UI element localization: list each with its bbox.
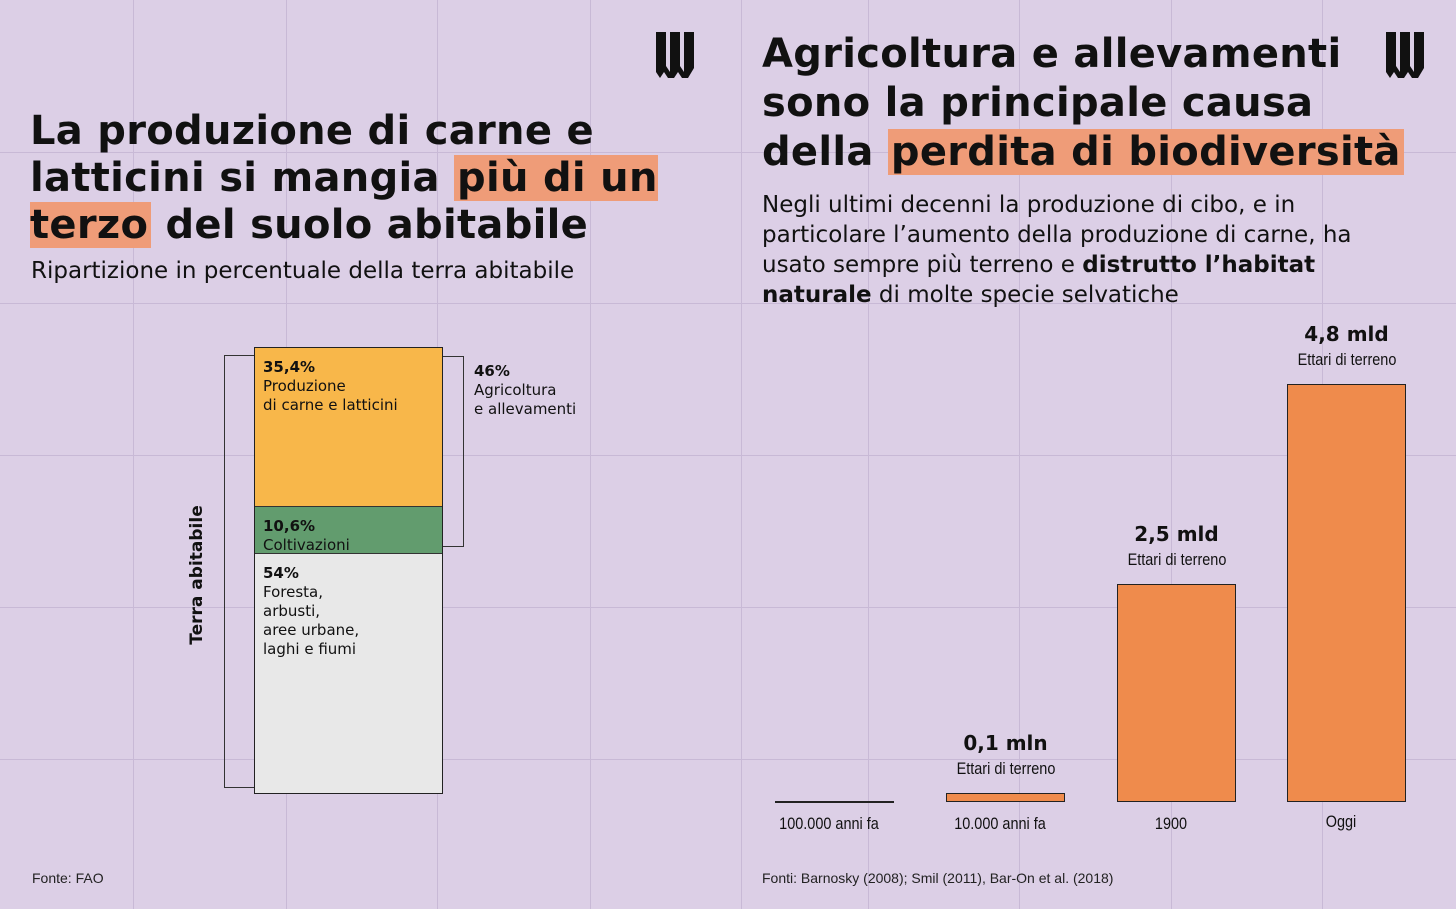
segment-label: 35,4% Produzione di carne e latticini	[263, 358, 398, 415]
grid-line	[0, 303, 1456, 304]
stacked-bar: 35,4% Produzione di carne e latticini 10,6%…	[254, 347, 443, 794]
grid-line	[590, 0, 591, 909]
agriculture-pct: 46%	[474, 362, 510, 380]
right-title-highlight: perdita di biodiversità	[887, 129, 1404, 175]
left-source: Fonte: FAO	[32, 870, 104, 886]
total-bracket	[224, 355, 256, 788]
segment-text: arbusti,	[263, 602, 321, 620]
brand-logo-icon	[656, 32, 694, 78]
left-title-part: del suolo abitabile	[151, 202, 589, 248]
stack-segment: 10,6% Coltivazioni	[255, 506, 442, 555]
bar-category-label: Oggi	[1325, 812, 1356, 831]
stack-segment: 54% Foresta, arbusti, aree urbane, laghi e f…	[255, 553, 442, 793]
right-title-part: Agricoltura e allevamenti sono la princi…	[762, 31, 1342, 175]
segment-text: Produzione	[263, 377, 346, 395]
bar-value-label: 4,8 mld	[1304, 322, 1389, 346]
segment-text: laghi e fiumi	[263, 640, 357, 658]
right-paragraph: Negli ultimi decenni la produzione di ci…	[762, 190, 1402, 310]
left-subtitle: Ripartizione in percentuale della terra …	[31, 258, 575, 284]
segment-pct: 54%	[263, 564, 299, 582]
grid-line	[0, 759, 1456, 760]
bar-unit-label: Ettari di terreno	[956, 759, 1055, 778]
segment-text: di carne e latticini	[263, 396, 398, 414]
bar-unit-label: Ettari di terreno	[1297, 350, 1396, 369]
segment-text: Foresta,	[263, 583, 323, 601]
bar-category-label: 100.000 anni fa	[778, 814, 879, 833]
segment-pct: 10,6%	[263, 517, 316, 535]
bar	[775, 801, 894, 803]
paragraph-part: di molte specie selvatiche	[871, 282, 1179, 308]
paragraph-part: Negli ultimi decenni la produzione di ci…	[762, 192, 1352, 278]
grid-line	[0, 152, 1456, 153]
agriculture-text: e allevamenti	[474, 400, 577, 418]
agriculture-text: Agricoltura	[474, 381, 557, 399]
segment-label: 54% Foresta, arbusti, aree urbane, laghi e f…	[263, 564, 359, 659]
bar-unit-label: Ettari di terreno	[1127, 550, 1226, 569]
brand-logo-icon	[1386, 32, 1424, 78]
bar-value-label: 2,5 mld	[1134, 522, 1219, 546]
agriculture-bracket	[442, 356, 464, 547]
bar-category-label: 1900	[1154, 814, 1187, 833]
grid-line	[868, 0, 869, 909]
segment-label: 10,6% Coltivazioni	[263, 517, 350, 555]
right-title: Agricoltura e allevamenti sono la princi…	[762, 30, 1422, 177]
segment-pct: 35,4%	[263, 358, 316, 376]
bar	[1287, 384, 1406, 802]
left-title: La produzione di carne e latticini si ma…	[30, 108, 720, 249]
bar	[946, 793, 1065, 802]
segment-text: aree urbane,	[263, 621, 360, 639]
paragraph-bold: distrutto l’habitat naturale	[762, 252, 1316, 308]
grid-line	[0, 607, 1456, 608]
right-source: Fonti: Barnosky (2008); Smil (2011), Bar…	[762, 870, 1114, 886]
grid-line	[133, 0, 134, 909]
grid-line	[1019, 0, 1020, 909]
grid-line	[0, 455, 1456, 456]
left-title-part: La produzione di carne e latticini si ma…	[30, 108, 594, 201]
stack-segment: 35,4% Produzione di carne e latticini	[255, 348, 442, 506]
segment-text: Coltivazioni	[263, 536, 350, 554]
agriculture-label: 46% Agricoltura e allevamenti	[474, 362, 576, 419]
vertical-label: Terra abitabile	[187, 505, 207, 645]
bar	[1117, 584, 1236, 802]
bar-value-label: 0,1 mln	[963, 731, 1048, 755]
grid-line	[1171, 0, 1172, 909]
grid-line	[741, 0, 742, 909]
bar-category-label: 10.000 anni fa	[953, 814, 1046, 833]
